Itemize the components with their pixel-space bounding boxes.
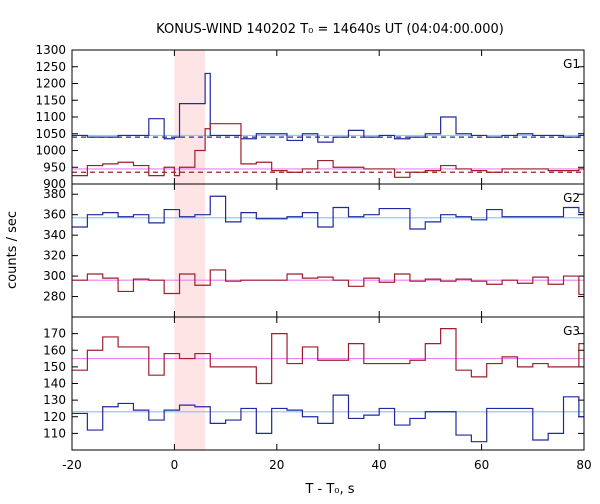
y-tick-label: 300: [43, 269, 66, 283]
lightcurve-series: [72, 269, 584, 296]
y-tick-label: 280: [43, 290, 66, 304]
chart-title: KONUS-WIND 140202 T₀ = 14640s UT (04:04:…: [156, 22, 504, 37]
y-tick-label: 150: [43, 360, 66, 374]
y-tick-label: 1200: [35, 77, 66, 91]
panel-label: G2: [563, 191, 580, 205]
y-tick-label: 340: [43, 228, 66, 242]
y-tick-label: 900: [43, 177, 66, 191]
y-tick-label: 320: [43, 249, 66, 263]
lightcurve-series: [72, 394, 584, 443]
lightcurve-series: [72, 123, 584, 178]
y-tick-label: 1000: [35, 144, 66, 158]
y-tick-label: 380: [43, 187, 66, 201]
y-tick-label: 140: [43, 377, 66, 391]
x-tick-label: 40: [372, 458, 387, 472]
y-tick-label: 170: [43, 327, 66, 341]
x-tick-label: 20: [269, 458, 284, 472]
y-tick-label: 120: [43, 410, 66, 424]
y-tick-label: 1250: [35, 60, 66, 74]
lightcurve-series: [72, 72, 584, 143]
y-tick-label: 1300: [35, 43, 66, 57]
panel-frame: [71, 49, 585, 185]
y-tick-label: 110: [43, 426, 66, 440]
y-tick-label: 1100: [35, 110, 66, 124]
y-tick-label: 160: [43, 343, 66, 357]
panel-label: G1: [563, 57, 580, 71]
panel-label: G3: [563, 324, 580, 338]
x-tick-label: 80: [576, 458, 591, 472]
x-tick-label: -20: [62, 458, 82, 472]
y-axis-label: counts / sec: [5, 211, 20, 289]
y-tick-label: 950: [43, 160, 66, 174]
lightcurve-series: [72, 195, 584, 230]
y-tick-label: 360: [43, 208, 66, 222]
x-tick-label: 60: [474, 458, 489, 472]
x-axis-label: T - T₀, s: [304, 482, 354, 497]
panel-frame: [71, 316, 585, 451]
lightcurve-series: [72, 328, 584, 385]
y-tick-label: 1050: [35, 127, 66, 141]
x-tick-label: 0: [171, 458, 179, 472]
panel-frame: [71, 183, 585, 318]
y-tick-label: 130: [43, 393, 66, 407]
y-tick-label: 1150: [35, 93, 66, 107]
